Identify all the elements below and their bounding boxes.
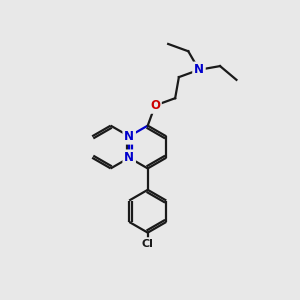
Text: N: N	[124, 130, 134, 143]
Text: O: O	[150, 99, 160, 112]
Text: N: N	[194, 63, 204, 76]
Text: N: N	[124, 151, 134, 164]
Text: Cl: Cl	[142, 239, 154, 249]
